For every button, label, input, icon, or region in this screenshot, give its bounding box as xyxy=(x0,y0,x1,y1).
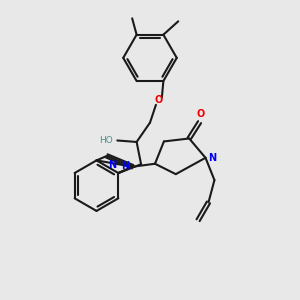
Text: N: N xyxy=(121,161,129,171)
Text: HO: HO xyxy=(99,136,113,145)
Text: O: O xyxy=(197,109,205,119)
Text: N: N xyxy=(108,160,116,170)
Text: O: O xyxy=(155,95,163,105)
Text: N: N xyxy=(208,153,217,163)
